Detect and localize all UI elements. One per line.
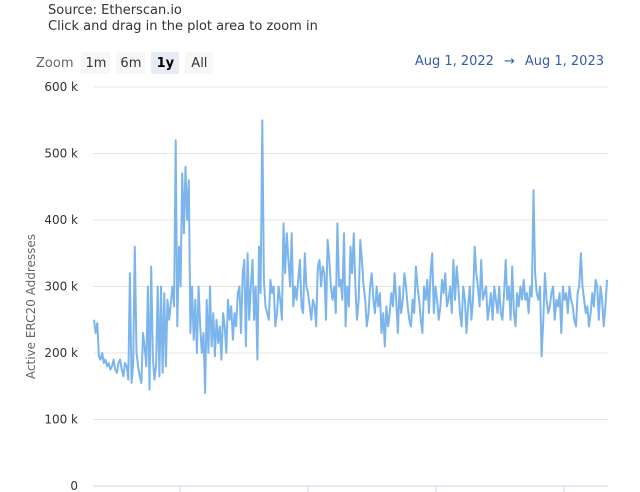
zoom-button-1y[interactable]: 1y xyxy=(151,52,180,74)
grid-lines xyxy=(93,86,608,487)
x-axis xyxy=(179,486,565,492)
y-tick-label: 300 k xyxy=(44,280,78,294)
date-range: Aug 1, 2022 → Aug 1, 2023 xyxy=(415,54,604,69)
y-tick-label: 500 k xyxy=(44,147,78,161)
zoom-button-6m[interactable]: 6m xyxy=(116,52,146,74)
zoom-button-1m[interactable]: 1m xyxy=(81,52,111,74)
zoom-button-all[interactable]: All xyxy=(185,52,214,74)
y-axis-title: Active ERC20 Addresses xyxy=(24,234,38,379)
y-tick-label: 600 k xyxy=(44,80,78,94)
zoom-label: Zoom xyxy=(36,55,74,71)
y-tick-label: 100 k xyxy=(44,413,78,427)
y-tick-label: 0 xyxy=(70,479,78,492)
range-to-input[interactable]: Aug 1, 2023 xyxy=(524,54,604,69)
source-caption: Source: Etherscan.io xyxy=(48,3,182,18)
y-tick-label: 400 k xyxy=(44,213,78,227)
series-line[interactable] xyxy=(93,119,608,394)
y-tick-label: 200 k xyxy=(44,346,78,360)
range-from-input[interactable]: Aug 1, 2022 xyxy=(414,54,494,69)
zoom-selector: Zoom 1m 6m 1y All xyxy=(36,52,214,74)
y-axis: 0 100 k 200 k 300 k 400 k 500 k 600 k xyxy=(44,80,78,492)
zoom-hint: Click and drag in the plot area to zoom … xyxy=(48,19,318,34)
range-arrow-icon: → xyxy=(503,54,515,69)
series-group xyxy=(93,119,608,394)
